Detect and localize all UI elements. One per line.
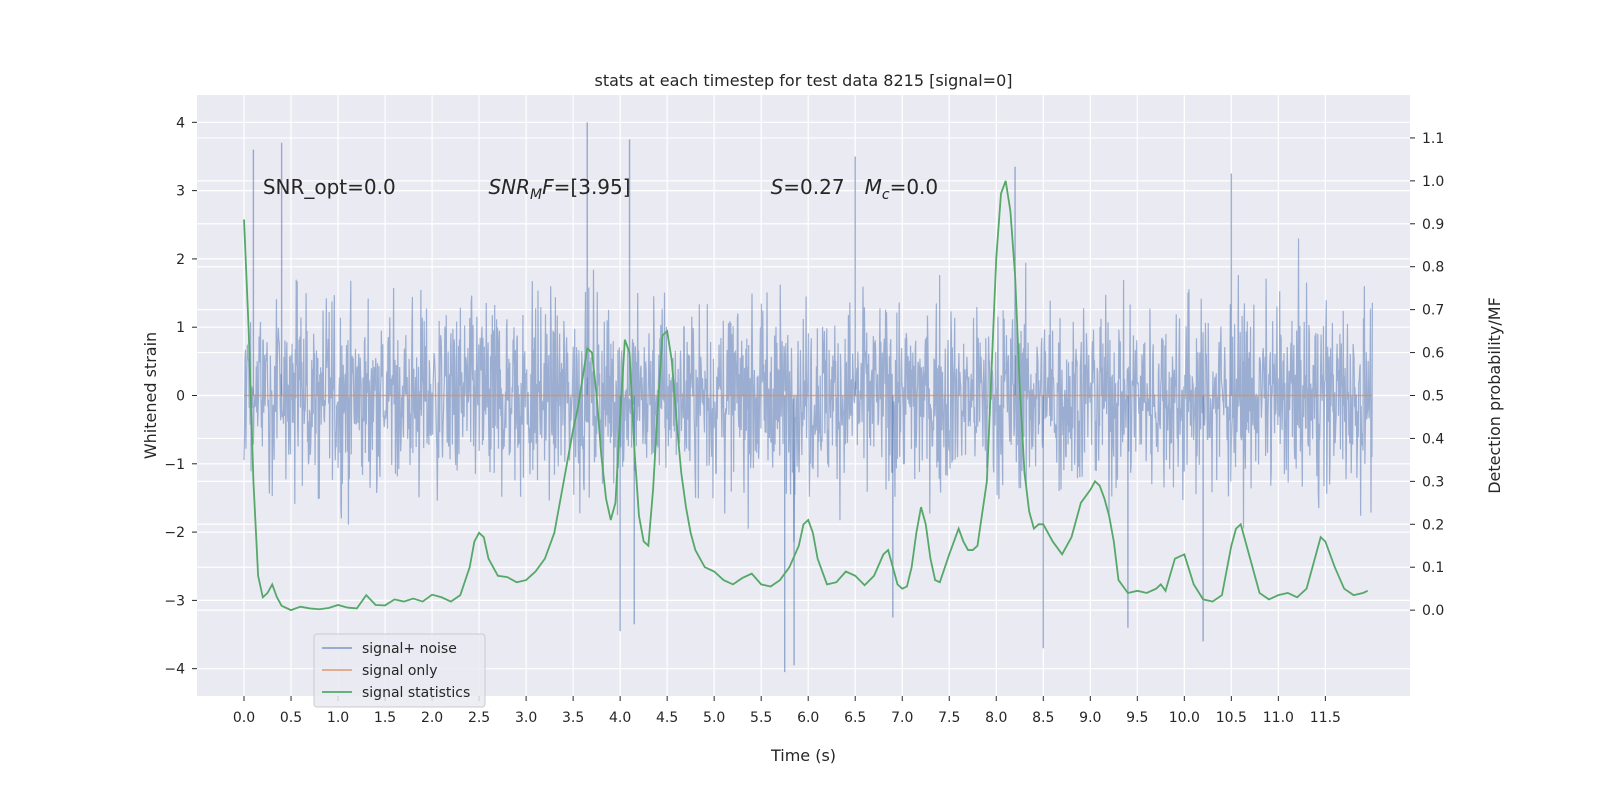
x-tick-label: 10.5: [1216, 710, 1247, 726]
x-tick-label: 4.5: [656, 710, 678, 726]
x-tick-label: 9.5: [1126, 710, 1148, 726]
annotations: SNR_opt=0.0 SNRMF=[3.95] S=0.27 Mc=0.0: [263, 175, 938, 203]
x-tick-label: 1.5: [374, 710, 396, 726]
y-right-tick-label: 0.1: [1422, 560, 1444, 576]
annotation: S=0.27: [771, 175, 845, 199]
y-right-tick-label: 0.4: [1422, 431, 1444, 447]
y-right-tick-label: 1.1: [1422, 131, 1444, 147]
y-axis-label: Whitened strain: [141, 332, 160, 459]
y-right-tick-label: 0.9: [1422, 217, 1444, 233]
y-right-tick-label: 0.0: [1422, 603, 1444, 619]
x-tick-label: 2.0: [421, 710, 443, 726]
x-tick-label: 1.0: [327, 710, 349, 726]
plot-area: [197, 95, 1410, 696]
y-axis-right-label: Detection probability/MF: [1485, 297, 1504, 494]
x-axis-label: Time (s): [770, 746, 836, 765]
x-tick-label: 3.0: [515, 710, 537, 726]
y-tick-label: −1: [164, 457, 185, 473]
x-tick-label: 5.0: [703, 710, 725, 726]
x-tick-label: 11.5: [1310, 710, 1341, 726]
x-tick-label: 2.5: [468, 710, 490, 726]
annotation: SNR_opt=0.0: [263, 175, 396, 199]
x-tick-label: 6.5: [844, 710, 866, 726]
x-tick-label: 3.5: [562, 710, 584, 726]
y-right-tick-label: 0.6: [1422, 346, 1444, 362]
x-tick-label: 0.5: [280, 710, 302, 726]
x-tick-label: 5.5: [750, 710, 772, 726]
legend-label: signal only: [362, 663, 437, 679]
x-tick-label: 7.0: [891, 710, 913, 726]
legend-label: signal statistics: [362, 685, 470, 701]
y-tick-label: 1: [176, 320, 185, 336]
x-tick-label: 8.0: [985, 710, 1007, 726]
y-right-tick-label: 0.8: [1422, 260, 1444, 276]
axis-ticks: 0.0 0.5 1.0 1.5 2.0 2.5 3.0 3.5 4.0 4.5 5.0 5.5 6.0 6…: [164, 115, 1444, 726]
x-tick-label: 4.0: [609, 710, 631, 726]
y-tick-label: 4: [176, 115, 185, 131]
annotation: Mc=0.0: [865, 175, 939, 203]
chart-title: stats at each timestep for test data 821…: [594, 71, 1012, 90]
x-tick-label: 7.5: [938, 710, 960, 726]
y-right-tick-label: 1.0: [1422, 174, 1444, 190]
legend-label: signal+ noise: [362, 641, 457, 657]
x-tick-label: 11.0: [1263, 710, 1294, 726]
y-right-tick-label: 0.2: [1422, 517, 1444, 533]
x-tick-label: 6.0: [797, 710, 819, 726]
y-right-tick-label: 0.3: [1422, 474, 1444, 490]
x-tick-label: 10.0: [1169, 710, 1200, 726]
y-right-tick-label: 0.7: [1422, 303, 1444, 319]
legend: signal+ noise signal only signal statistic…: [313, 633, 486, 708]
y-tick-label: −4: [164, 662, 185, 678]
x-tick-label: 8.5: [1032, 710, 1054, 726]
y-right-tick-label: 0.5: [1422, 389, 1444, 405]
x-tick-label: 0.0: [233, 710, 255, 726]
y-tick-label: 0: [176, 389, 185, 405]
x-tick-label: 9.0: [1079, 710, 1101, 726]
y-tick-label: −2: [164, 525, 185, 541]
legend-box: [313, 633, 486, 708]
y-tick-label: 3: [176, 184, 185, 200]
annotation: SNRMF=[3.95]: [488, 175, 630, 203]
y-tick-label: 2: [176, 252, 185, 268]
y-tick-label: −3: [164, 593, 185, 609]
series-signal-statistics: [243, 180, 1369, 612]
